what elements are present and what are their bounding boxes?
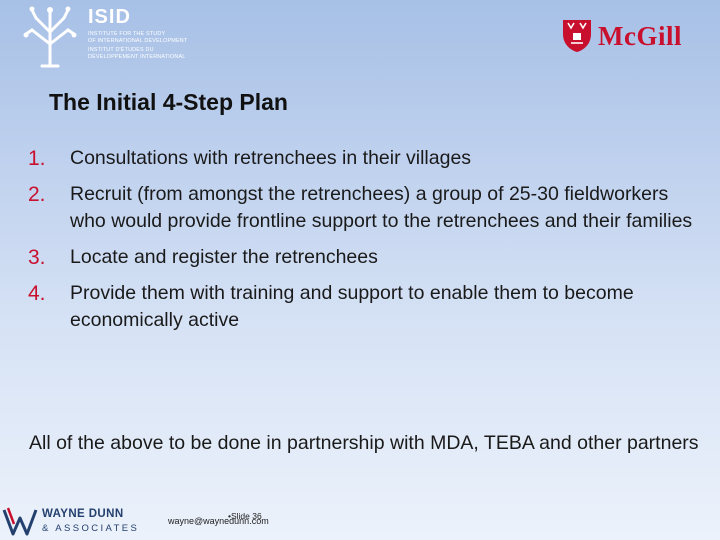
list-item: 3. Locate and register the retrenchees	[28, 244, 698, 271]
plan-list: 1. Consultations with retrenchees in the…	[28, 145, 698, 343]
list-item-text: Locate and register the retrenchees	[70, 246, 378, 268]
list-item-text: Provide them with training and support t…	[70, 282, 634, 331]
wayne-dunn-logo: WAYNE DUNN & ASSOCIATES	[2, 500, 147, 540]
isid-tagline-4: Développement International	[88, 54, 186, 60]
shield-logo-icon	[563, 20, 591, 52]
wd-mark-icon	[2, 507, 38, 536]
footer-email: wayne@waynedunn.com	[168, 516, 269, 526]
mcgill-logo: McGill	[562, 16, 682, 56]
isid-tagline-3: Institut d'Études du	[88, 47, 154, 53]
isid-tagline-2: of International Development	[88, 38, 188, 44]
list-item-number: 3.	[28, 246, 46, 269]
tree-logo-icon	[23, 6, 77, 68]
isid-tagline-1: Institute for the Study	[88, 31, 166, 37]
slide-number: •Slide 36	[228, 511, 262, 521]
list-item-text: Consultations with retrenchees in their …	[70, 147, 472, 169]
list-item-text: Recruit (from amongst the retrenchees) a…	[70, 183, 693, 232]
list-item-number: 2.	[28, 183, 46, 206]
slide-title: The Initial 4-Step Plan	[49, 89, 288, 115]
wd-subtitle: & ASSOCIATES	[42, 523, 140, 534]
partnership-note: All of the above to be done in partnersh…	[29, 432, 699, 454]
list-item: 4. Provide them with training and suppor…	[28, 280, 698, 334]
isid-name: ISID	[88, 6, 131, 28]
list-item: 1. Consultations with retrenchees in the…	[28, 145, 698, 172]
isid-logo: ISID Institute for the Study of Internat…	[22, 4, 192, 80]
mcgill-name: McGill	[598, 20, 682, 51]
list-item: 2. Recruit (from amongst the retrenchees…	[28, 181, 698, 235]
wd-name: WAYNE DUNN	[42, 508, 124, 520]
list-item-number: 4.	[28, 282, 46, 305]
list-item-number: 1.	[28, 147, 46, 170]
